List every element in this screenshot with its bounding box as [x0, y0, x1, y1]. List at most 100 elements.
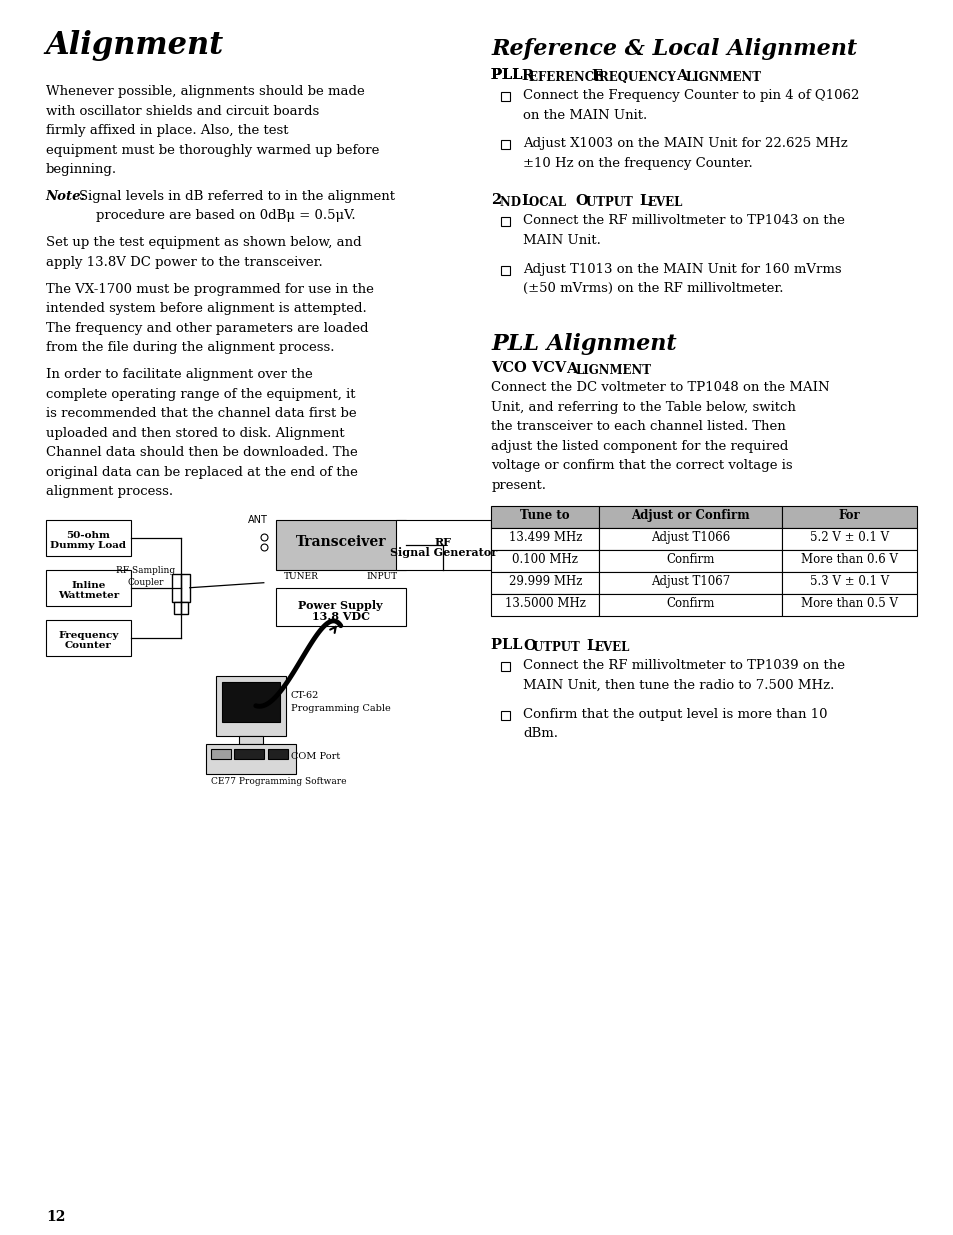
Text: Connect the Frequency Counter to pin 4 of Q1062: Connect the Frequency Counter to pin 4 o… [523, 89, 859, 103]
Text: PLL: PLL [491, 638, 527, 652]
Text: Channel data should then be downloaded. The: Channel data should then be downloaded. … [46, 446, 357, 459]
Text: intended system before alignment is attempted.: intended system before alignment is atte… [46, 303, 366, 315]
Bar [215, 676, 286, 736]
Text: O: O [575, 194, 587, 209]
Text: OCAL: OCAL [529, 196, 570, 209]
Text: from the file during the alignment process.: from the file during the alignment proce… [46, 341, 334, 354]
Text: Connect the RF millivoltmeter to TP1043 on the: Connect the RF millivoltmeter to TP1043 … [523, 215, 844, 227]
Bar [500, 217, 510, 226]
Bar [500, 91, 510, 101]
Text: Note:: Note: [46, 190, 86, 203]
Text: VCO VCV: VCO VCV [491, 362, 571, 375]
Text: the transceiver to each channel listed. Then: the transceiver to each channel listed. … [491, 420, 785, 433]
Text: UTPUT: UTPUT [533, 641, 583, 655]
Text: procedure are based on 0dBμ = 0.5μV.: procedure are based on 0dBμ = 0.5μV. [95, 210, 355, 222]
Bar [500, 141, 510, 149]
Text: Wattmeter: Wattmeter [57, 590, 119, 600]
Text: 5.3 V ± 0.1 V: 5.3 V ± 0.1 V [809, 576, 888, 588]
Text: 5.2 V ± 0.1 V: 5.2 V ± 0.1 V [809, 531, 888, 545]
Bar [268, 748, 288, 758]
Bar [781, 594, 917, 616]
Text: 2: 2 [491, 194, 501, 207]
Bar [491, 572, 598, 594]
Text: Unit, and referring to the Table below, switch: Unit, and referring to the Table below, … [491, 401, 796, 414]
Text: PLL: PLL [491, 68, 527, 82]
Text: uploaded and then stored to disk. Alignment: uploaded and then stored to disk. Alignm… [46, 427, 344, 440]
Text: Adjust X1003 on the MAIN Unit for 22.625 MHz: Adjust X1003 on the MAIN Unit for 22.625… [523, 137, 847, 151]
Text: Inline: Inline [71, 580, 106, 590]
Text: Transceiver: Transceiver [295, 535, 386, 548]
Text: LIGNMENT: LIGNMENT [684, 70, 760, 84]
Text: adjust the listed component for the required: adjust the listed component for the requ… [491, 440, 788, 453]
Text: on the MAIN Unit.: on the MAIN Unit. [523, 109, 647, 121]
Text: Counter: Counter [65, 641, 112, 650]
Text: RF: RF [435, 537, 452, 547]
Text: EVEL: EVEL [594, 641, 629, 655]
Text: 13.8 VDC: 13.8 VDC [312, 611, 370, 621]
Bar [598, 550, 781, 572]
Text: PLL: PLL [491, 68, 527, 82]
Bar [238, 736, 262, 743]
Text: A: A [566, 362, 578, 377]
Text: complete operating range of the equipment, it: complete operating range of the equipmen… [46, 388, 355, 401]
Text: Connect the DC voltmeter to TP1048 on the MAIN: Connect the DC voltmeter to TP1048 on th… [491, 382, 829, 394]
Text: 29.999 MHz: 29.999 MHz [508, 576, 581, 588]
Text: Confirm that the output level is more than 10: Confirm that the output level is more th… [523, 708, 827, 720]
Text: UTPUT: UTPUT [586, 196, 637, 209]
Bar [491, 527, 598, 550]
Bar [598, 594, 781, 616]
Text: 0.100 MHz: 0.100 MHz [512, 553, 578, 567]
Text: 13.5000 MHz: 13.5000 MHz [504, 598, 585, 610]
Bar [500, 710, 510, 720]
Bar [598, 572, 781, 594]
Bar [173, 601, 188, 614]
Text: O: O [523, 638, 536, 653]
Text: Confirm: Confirm [666, 598, 714, 610]
Text: R: R [520, 69, 533, 83]
Bar [500, 266, 510, 274]
Text: Connect the RF millivoltmeter to TP1039 on the: Connect the RF millivoltmeter to TP1039 … [523, 659, 844, 672]
Text: In order to facilitate alignment over the: In order to facilitate alignment over th… [46, 368, 313, 382]
Bar [781, 506, 917, 527]
Text: 12: 12 [46, 1210, 65, 1224]
Text: ND: ND [499, 196, 525, 209]
Text: F: F [591, 69, 601, 83]
Text: firmly affixed in place. Also, the test: firmly affixed in place. Also, the test [46, 124, 288, 137]
Text: L: L [520, 194, 531, 209]
Text: PLL Alignment: PLL Alignment [491, 333, 677, 356]
Text: original data can be replaced at the end of the: original data can be replaced at the end… [46, 466, 357, 479]
Text: ±10 Hz on the frequency Counter.: ±10 Hz on the frequency Counter. [523, 157, 752, 170]
Text: COM Port: COM Port [291, 752, 339, 761]
Bar [781, 527, 917, 550]
Text: CE77 Programming Software: CE77 Programming Software [211, 777, 346, 785]
Bar [491, 550, 598, 572]
Bar [395, 520, 490, 569]
Bar [275, 588, 405, 626]
Text: MAIN Unit.: MAIN Unit. [523, 233, 600, 247]
Text: Reference & Local Alignment: Reference & Local Alignment [491, 38, 857, 61]
Text: MAIN Unit, then tune the radio to 7.500 MHz.: MAIN Unit, then tune the radio to 7.500 … [523, 678, 834, 692]
Bar [598, 506, 781, 527]
Text: The VX-1700 must be programmed for use in the: The VX-1700 must be programmed for use i… [46, 283, 374, 296]
Text: Signal levels in dB referred to in the alignment: Signal levels in dB referred to in the a… [79, 190, 395, 203]
Bar [211, 748, 231, 758]
Text: EFERENCE: EFERENCE [529, 70, 607, 84]
Text: LIGNMENT: LIGNMENT [575, 364, 651, 378]
Bar [46, 620, 131, 656]
Text: with oscillator shields and circuit boards: with oscillator shields and circuit boar… [46, 105, 318, 117]
Text: More than 0.5 V: More than 0.5 V [801, 598, 898, 610]
Text: 13.499 MHz: 13.499 MHz [508, 531, 581, 545]
Text: Confirm: Confirm [666, 553, 714, 567]
Text: Adjust or Confirm: Adjust or Confirm [631, 509, 749, 522]
Text: TUNER: TUNER [283, 572, 318, 580]
Text: Whenever possible, alignments should be made: Whenever possible, alignments should be … [46, 85, 364, 98]
Text: Set up the test equipment as shown below, and: Set up the test equipment as shown below… [46, 236, 361, 249]
Text: beginning.: beginning. [46, 163, 117, 177]
Bar [781, 572, 917, 594]
Bar [206, 743, 295, 773]
Bar [500, 662, 510, 671]
Text: RF Sampling: RF Sampling [116, 566, 175, 574]
Text: PLL: PLL [491, 68, 527, 82]
Bar [46, 520, 131, 556]
Text: A: A [676, 69, 687, 83]
